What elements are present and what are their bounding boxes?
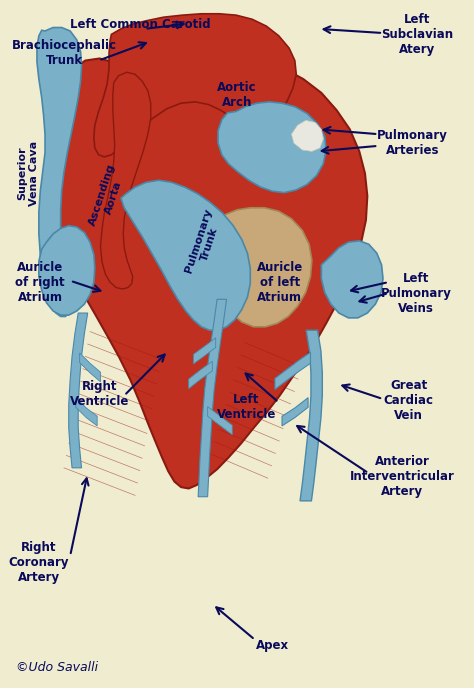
Text: Pulmonary
Arteries: Pulmonary Arteries [377, 129, 448, 157]
Polygon shape [189, 361, 212, 389]
Polygon shape [198, 299, 227, 497]
Text: Auricle
of left
Atrium: Auricle of left Atrium [256, 261, 303, 303]
Text: Left
Ventricle: Left Ventricle [217, 394, 276, 421]
Text: Right
Ventricle: Right Ventricle [70, 380, 129, 407]
Polygon shape [208, 407, 232, 435]
Polygon shape [80, 353, 100, 382]
Polygon shape [121, 180, 250, 330]
Polygon shape [69, 313, 88, 468]
Text: Great
Cardiac
Vein: Great Cardiac Vein [383, 379, 434, 422]
Text: Superior
Vena Cava: Superior Vena Cava [18, 141, 39, 206]
Text: Aortic
Arch: Aortic Arch [217, 81, 257, 109]
Text: Apex: Apex [256, 639, 289, 652]
Polygon shape [208, 208, 312, 327]
Text: Ascending
Aorta: Ascending Aorta [88, 162, 128, 230]
Polygon shape [76, 398, 97, 426]
Text: Right
Coronary
Artery: Right Coronary Artery [9, 541, 69, 584]
Polygon shape [39, 226, 95, 315]
Polygon shape [218, 102, 326, 193]
Text: Left
Pulmonary
Veins: Left Pulmonary Veins [381, 272, 452, 314]
Polygon shape [94, 14, 296, 157]
Text: ©Udo Savalli: ©Udo Savalli [16, 661, 98, 674]
Polygon shape [275, 352, 310, 389]
Polygon shape [282, 398, 308, 426]
Polygon shape [300, 330, 322, 501]
Text: Anterior
Interventricular
Artery: Anterior Interventricular Artery [349, 455, 455, 497]
Text: Left Common Carotid: Left Common Carotid [70, 18, 210, 30]
Polygon shape [193, 338, 216, 364]
Text: Auricle
of right
Atrium: Auricle of right Atrium [16, 261, 65, 303]
Polygon shape [37, 28, 82, 316]
Text: Brachiocephalic
Trunk: Brachiocephalic Trunk [11, 39, 117, 67]
Polygon shape [55, 56, 367, 488]
Text: Pulmonary
Trunk: Pulmonary Trunk [183, 207, 225, 277]
Polygon shape [321, 241, 383, 318]
Polygon shape [100, 72, 151, 289]
Text: Left
Subclavian
Atery: Left Subclavian Atery [381, 13, 453, 56]
Polygon shape [292, 120, 323, 151]
